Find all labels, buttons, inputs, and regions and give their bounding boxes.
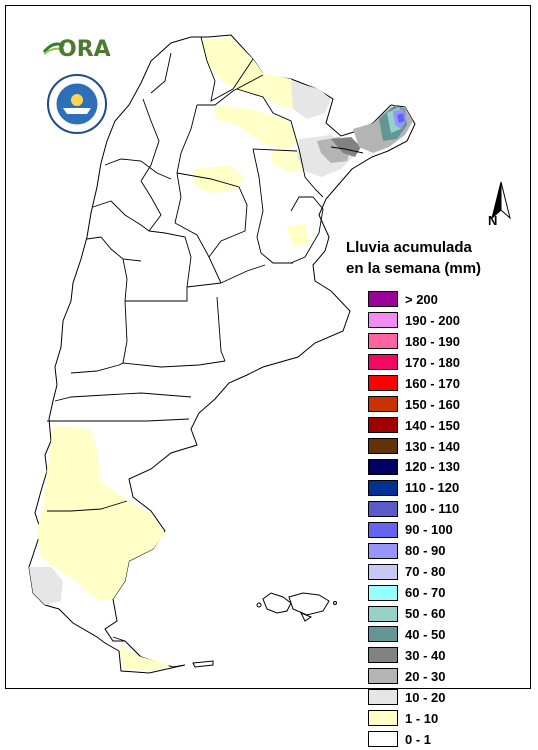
isla-de-los-estados [192,660,214,668]
legend-label: 120 - 130 [405,459,460,475]
legend-swatch [368,479,398,496]
legend-item: 100 - 110 [368,498,460,519]
legend-swatch [368,396,398,413]
legend-item: 90 - 100 [368,519,460,540]
legend-item: 1 - 10 [368,708,460,729]
legend-item: 70 - 80 [368,561,460,582]
legend-item: 170 - 180 [368,352,460,373]
rainfall-layer [29,37,413,671]
legend-item: 50 - 60 [368,603,460,624]
legend-swatch [368,563,398,580]
legend-label: 150 - 160 [405,396,460,412]
legend-label: 50 - 60 [405,606,446,622]
legend-swatch [368,731,398,748]
legend-label: 60 - 70 [405,585,446,601]
legend-label: 1 - 10 [405,710,439,726]
legend-item: 190 - 200 [368,310,460,331]
legend-swatch [368,375,398,392]
legend-swatch [368,333,398,350]
legend-item: 120 - 130 [368,457,460,478]
legend-label: 180 - 190 [405,333,460,349]
smn-seal-icon [47,74,107,134]
legend-swatch [368,584,398,601]
legend-item: 140 - 150 [368,415,460,436]
legend-swatch [368,500,398,517]
legend-item: 30 - 40 [368,645,460,666]
province-boundaries [47,36,364,642]
legend-label: 90 - 100 [405,522,453,538]
map-frame: ORA [5,5,531,689]
legend-item: 180 - 190 [368,331,460,352]
legend-swatch [368,605,398,622]
legend-item: 0 - 1 [368,729,460,750]
legend-item: 130 - 140 [368,436,460,457]
legend-swatch [368,542,398,559]
ora-logo-icon [42,42,65,55]
legend-title: Lluvia acumulada en la semana (mm) [346,237,481,279]
legend-label: 30 - 40 [405,647,446,663]
legend-label: 20 - 30 [405,668,446,684]
legend-label: 70 - 80 [405,564,446,580]
legend-swatch [368,354,398,371]
legend-title-line2: en la semana (mm) [346,260,482,277]
legend-swatch [368,668,398,685]
legend-label: 100 - 110 [405,501,460,517]
ora-logo-text: ORA [58,37,111,62]
legend-swatch [368,626,398,643]
legend-swatch [368,291,398,308]
legend-swatch [368,438,398,455]
north-arrow-icon [491,181,511,220]
legend-label: 130 - 140 [405,438,460,454]
malvinas-islands [256,592,337,622]
legend-label: 190 - 200 [405,312,460,328]
argentina-rainfall-map [28,34,416,674]
legend-label: 10 - 20 [405,689,446,705]
legend-item: 80 - 90 [368,540,460,561]
legend-swatch [368,647,398,664]
legend-item: 150 - 160 [368,394,460,415]
legend-label: 160 - 170 [405,375,460,391]
legend-title-line1: Lluvia acumulada [346,239,472,256]
legend-item: 110 - 120 [368,477,460,498]
legend-item: 20 - 30 [368,666,460,687]
legend-label: 0 - 1 [405,731,432,747]
legend-label: 170 - 180 [405,354,460,370]
legend-swatch [368,458,398,475]
legend-item: 60 - 70 [368,582,460,603]
legend-label: 110 - 120 [405,480,460,496]
legend-item: 40 - 50 [368,624,460,645]
legend-label: 40 - 50 [405,626,446,642]
legend-item: > 200 [368,289,460,310]
legend-swatch [368,521,398,538]
legend-item: 10 - 20 [368,687,460,708]
legend: > 200 190 - 200 180 - 190 170 - 180 160 - 17… [368,289,460,750]
legend-label: 140 - 150 [405,417,460,433]
legend-item: 160 - 170 [368,373,460,394]
legend-swatch [368,710,398,727]
legend-swatch [368,312,398,329]
legend-swatch [368,689,398,706]
legend-swatch [368,417,398,434]
legend-label: > 200 [405,291,438,307]
north-label: N [488,213,498,228]
legend-label: 80 - 90 [405,543,446,559]
